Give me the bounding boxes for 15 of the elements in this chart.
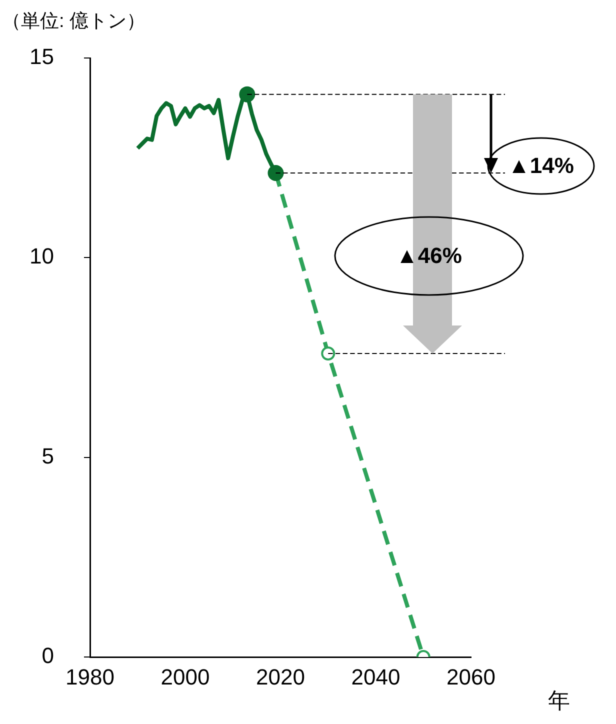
x-tick-label: 2060 (446, 664, 496, 690)
x-axis-title: 年 (548, 687, 570, 715)
y-tick-label: 0 (42, 643, 54, 668)
x-tick-label: 1980 (66, 664, 114, 690)
x-tick-label: 2020 (256, 664, 305, 690)
point (321, 346, 336, 361)
y-tick-label: 15 (30, 44, 54, 70)
y-axis-title: （単位: 億トン） (2, 10, 146, 34)
text: ▲14% (508, 153, 574, 179)
y-tick-label: 5 (42, 443, 54, 468)
annotation: ▲46% (396, 243, 462, 269)
x-tick-label: 2040 (351, 664, 400, 690)
y-tick-label: 10 (30, 244, 54, 269)
point (239, 86, 256, 102)
x-tick-label: 2000 (160, 664, 210, 690)
